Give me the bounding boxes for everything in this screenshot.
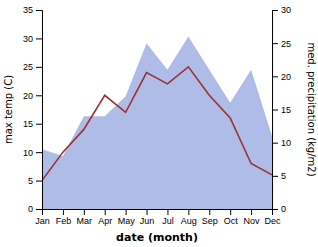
tick-label: 35 xyxy=(23,5,33,15)
tick: Jan xyxy=(35,209,50,226)
tick: 25 xyxy=(272,39,291,49)
axis-line xyxy=(273,11,279,210)
tick: Jun xyxy=(140,209,155,226)
precipitation-area xyxy=(42,37,272,209)
tick-label: Jan xyxy=(35,216,50,226)
tick: Feb xyxy=(56,209,72,226)
tick: 20 xyxy=(272,72,291,82)
tick-label: 25 xyxy=(23,62,33,72)
tick-mark xyxy=(272,176,278,177)
tick-label: Jul xyxy=(162,216,174,226)
tick: 10 xyxy=(272,138,291,148)
tick-label: 30 xyxy=(23,34,33,44)
tick-mark xyxy=(36,124,42,125)
tick: 5 xyxy=(272,171,286,181)
tick-label: 5 xyxy=(281,171,286,181)
tick-mark xyxy=(209,209,210,215)
tick: Jul xyxy=(162,209,174,226)
tick: 0 xyxy=(28,204,42,214)
y-axis-title: max temp (C) xyxy=(3,75,14,144)
tick-mark xyxy=(126,209,127,215)
tick-mark xyxy=(36,38,42,39)
tick-label: Apr xyxy=(98,216,112,226)
tick: 10 xyxy=(23,148,42,158)
tick: 15 xyxy=(23,119,42,129)
tick-mark xyxy=(105,209,106,215)
plot: JanFebMarAprMayJunJulAugSepOctNovDec0510… xyxy=(23,5,291,226)
tick-mark xyxy=(272,209,278,210)
tick-label: 10 xyxy=(23,148,33,158)
tick: 30 xyxy=(272,5,291,15)
tick-mark xyxy=(272,43,278,44)
tick: Aug xyxy=(181,209,197,226)
tick-label: 30 xyxy=(281,5,291,15)
y2-axis-title: med. precipitation (kg/m2) xyxy=(306,42,317,176)
tick-label: Nov xyxy=(244,216,261,226)
tick-label: 0 xyxy=(28,204,33,214)
y2-axis: 0 5 10 15 20 25 30 xyxy=(272,5,291,214)
tick-label: 5 xyxy=(28,176,33,186)
tick-mark xyxy=(36,67,42,68)
tick: 0 xyxy=(272,204,286,214)
tick-label: Mar xyxy=(77,216,93,226)
tick-mark xyxy=(63,209,64,215)
tick-label: Sep xyxy=(202,216,218,226)
x-axis: Jan Feb Mar Apr May Jun Jul Aug Sep Oct NovDec xyxy=(35,209,281,226)
tick-mark xyxy=(147,209,148,215)
tick: Sep xyxy=(202,209,218,226)
tick-label: Dec xyxy=(264,216,281,226)
tick-mark xyxy=(272,76,278,77)
tick-label: Aug xyxy=(181,216,197,226)
tick-mark xyxy=(272,10,278,11)
x-axis-title: date (month) xyxy=(116,231,198,244)
tick-mark xyxy=(36,95,42,96)
axis-line xyxy=(43,210,273,216)
tick: 5 xyxy=(28,176,42,186)
tick-mark xyxy=(167,209,168,215)
tick-label: Jun xyxy=(140,216,155,226)
tick: Oct xyxy=(224,209,239,226)
tick: 35 xyxy=(23,5,42,15)
chart: JanFebMarAprMayJunJulAugSepOctNovDec0510… xyxy=(0,0,318,247)
tick: Dec xyxy=(264,209,281,226)
tick: 30 xyxy=(23,34,42,44)
tick-mark xyxy=(36,209,42,210)
tick-label: 15 xyxy=(23,119,33,129)
tick-label: Feb xyxy=(56,216,72,226)
tick-label: 15 xyxy=(281,105,291,115)
tick: 15 xyxy=(272,105,291,115)
y-axis: 0 5 10 15 20 25 30 35 xyxy=(23,5,43,214)
tick-label: 20 xyxy=(281,72,291,82)
tick-mark xyxy=(188,209,189,215)
tick-mark xyxy=(84,209,85,215)
axis-line xyxy=(36,11,43,210)
tick-mark xyxy=(251,209,252,215)
tick: Mar xyxy=(77,209,93,226)
marks xyxy=(42,37,272,209)
tick-mark xyxy=(230,209,231,215)
tick-label: 0 xyxy=(281,204,286,214)
tick: 20 xyxy=(23,91,42,101)
tick: Apr xyxy=(98,209,112,226)
tick: 25 xyxy=(23,62,42,72)
tick-mark xyxy=(36,10,42,11)
tick-mark xyxy=(272,143,278,144)
tick-label: 10 xyxy=(281,138,291,148)
tick: May xyxy=(118,209,136,226)
tick-label: 25 xyxy=(281,39,291,49)
temperature-line xyxy=(42,67,272,181)
tick-label: Oct xyxy=(224,216,239,226)
tick-mark xyxy=(36,181,42,182)
tick-label: 20 xyxy=(23,91,33,101)
tick: Nov xyxy=(244,209,261,226)
tick-mark xyxy=(36,152,42,153)
tick-mark xyxy=(272,110,278,111)
tick-label: May xyxy=(118,216,136,226)
